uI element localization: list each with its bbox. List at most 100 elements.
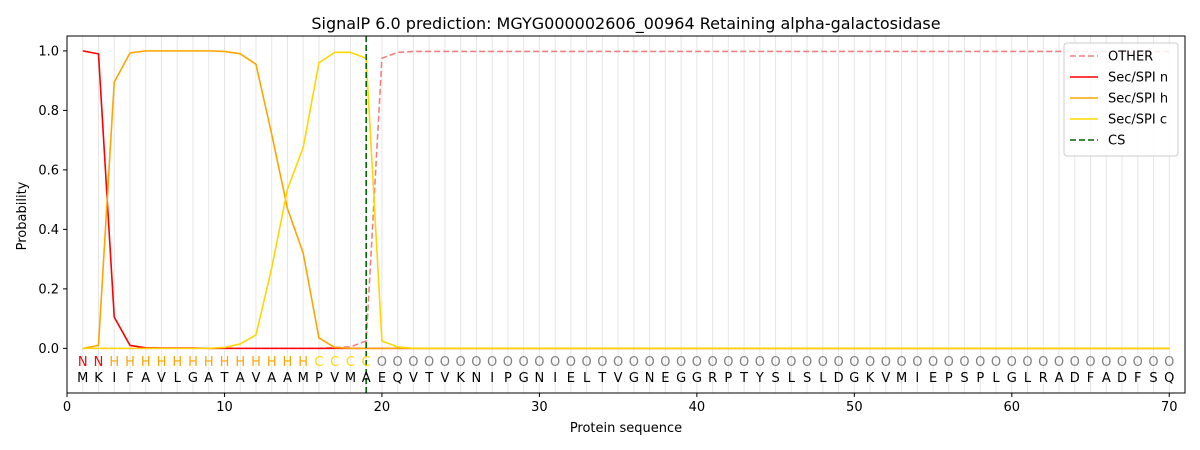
y-tick-label: 0.0	[38, 342, 59, 357]
x-axis-label: Protein sequence	[570, 421, 682, 436]
predicted-label: O	[1117, 355, 1127, 370]
predicted-label: O	[534, 355, 544, 370]
predicted-label: O	[881, 355, 891, 370]
predicted-label: O	[393, 355, 403, 370]
predicted-label: N	[94, 355, 104, 370]
grid-lines	[82, 36, 1170, 393]
y-axis-ticks: 0.0 0.2 0.4 0.6 0.8 1.0	[38, 44, 67, 357]
predicted-label: O	[550, 355, 560, 370]
legend: OTHER Sec/SPI n Sec/SPI h Sec/SPI c CS	[1063, 42, 1179, 157]
sequence-residue: N	[472, 371, 482, 386]
predicted-label: C	[314, 355, 323, 370]
predicted-label: O	[991, 355, 1001, 370]
predicted-label: O	[865, 355, 875, 370]
legend-label: Sec/SPI h	[1108, 92, 1168, 107]
sequence-residue: E	[378, 371, 386, 386]
sequence-residue: K	[866, 371, 875, 386]
sequence-residue: S	[771, 371, 779, 386]
sequence-residue: A	[204, 371, 213, 386]
sequence-residue: D	[1117, 371, 1127, 386]
predicted-label: H	[172, 355, 182, 370]
predicted-label: O	[1007, 355, 1017, 370]
predicted-label: H	[298, 355, 308, 370]
predicted-label: O	[456, 355, 466, 370]
sequence-residue: P	[724, 371, 732, 386]
sequence-residue: G	[676, 371, 686, 386]
y-tick-label: 0.4	[38, 223, 59, 238]
predicted-label: O	[755, 355, 765, 370]
predicted-label: O	[597, 355, 607, 370]
sequence-residue: Y	[755, 371, 764, 386]
predicted-label: C	[346, 355, 355, 370]
sequence-residue: M	[345, 371, 356, 386]
sequence-residue: V	[409, 371, 418, 386]
sequence-residue: I	[915, 371, 919, 386]
predicted-label: H	[188, 355, 198, 370]
predicted-label: O	[959, 355, 969, 370]
sequence-residue: K	[456, 371, 465, 386]
predicted-label: O	[896, 355, 906, 370]
predicted-label: H	[141, 355, 151, 370]
predicted-label: O	[944, 355, 954, 370]
sequence-residue: L	[174, 371, 182, 386]
sequence-residue: D	[834, 371, 844, 386]
predicted-label: O	[1022, 355, 1032, 370]
predicted-label: H	[235, 355, 245, 370]
sequence-residue: K	[94, 371, 103, 386]
sequence-residue: P	[976, 371, 984, 386]
sequence-residue: A	[267, 371, 276, 386]
predicted-label: H	[220, 355, 230, 370]
legend-label: Sec/SPI n	[1108, 71, 1168, 86]
predicted-label: O	[912, 355, 922, 370]
sequence-residue: P	[504, 371, 512, 386]
sequence-residue: F	[1087, 371, 1094, 386]
sequence-residue: F	[126, 371, 133, 386]
chart-title: SignalP 6.0 prediction: MGYG000002606_00…	[311, 14, 940, 34]
series-line-sec-spi-c	[82, 51, 1170, 350]
predicted-label: H	[109, 355, 119, 370]
x-tick-label: 20	[374, 400, 391, 415]
y-axis-label: Probability	[15, 181, 30, 250]
sequence-residue: E	[567, 371, 575, 386]
predicted-label: C	[330, 355, 339, 370]
predicted-label: O	[1070, 355, 1080, 370]
predicted-label: O	[692, 355, 702, 370]
sequence-residue: R	[1039, 371, 1048, 386]
predicted-label: C	[362, 355, 371, 370]
predicted-label: O	[975, 355, 985, 370]
sequence-residue: A	[362, 371, 371, 386]
predicted-label: O	[1101, 355, 1111, 370]
predicted-label: O	[440, 355, 450, 370]
predicted-label: O	[707, 355, 717, 370]
sequence-residue: G	[188, 371, 198, 386]
predicted-label: O	[487, 355, 497, 370]
predicted-label: H	[283, 355, 293, 370]
sequence-residue: V	[440, 371, 449, 386]
sequence-residue: S	[803, 371, 811, 386]
predicted-label: O	[928, 355, 938, 370]
predicted-label: O	[833, 355, 843, 370]
sequence-residue: T	[739, 371, 748, 386]
predicted-label: H	[125, 355, 135, 370]
predicted-label: O	[849, 355, 859, 370]
predicted-label: O	[408, 355, 418, 370]
sequence-residue: N	[645, 371, 655, 386]
sequence-residue: A	[1055, 371, 1064, 386]
y-tick-label: 1.0	[38, 44, 59, 59]
series-line-other	[82, 50, 1170, 350]
sequence-residue: G	[1007, 371, 1017, 386]
predicted-label: O	[660, 355, 670, 370]
sequence-residue: L	[1024, 371, 1032, 386]
sequence-residue: Q	[1164, 371, 1174, 386]
predicted-label: O	[566, 355, 576, 370]
predicted-label: H	[204, 355, 214, 370]
x-tick-label: 50	[846, 400, 863, 415]
predicted-label: O	[770, 355, 780, 370]
sequence-residue: L	[583, 371, 591, 386]
x-tick-label: 30	[531, 400, 548, 415]
sequence-residue: E	[661, 371, 669, 386]
x-tick-label: 40	[689, 400, 706, 415]
sequence-residue: L	[992, 371, 1000, 386]
predicted-label: O	[377, 355, 387, 370]
predicted-label: O	[1054, 355, 1064, 370]
